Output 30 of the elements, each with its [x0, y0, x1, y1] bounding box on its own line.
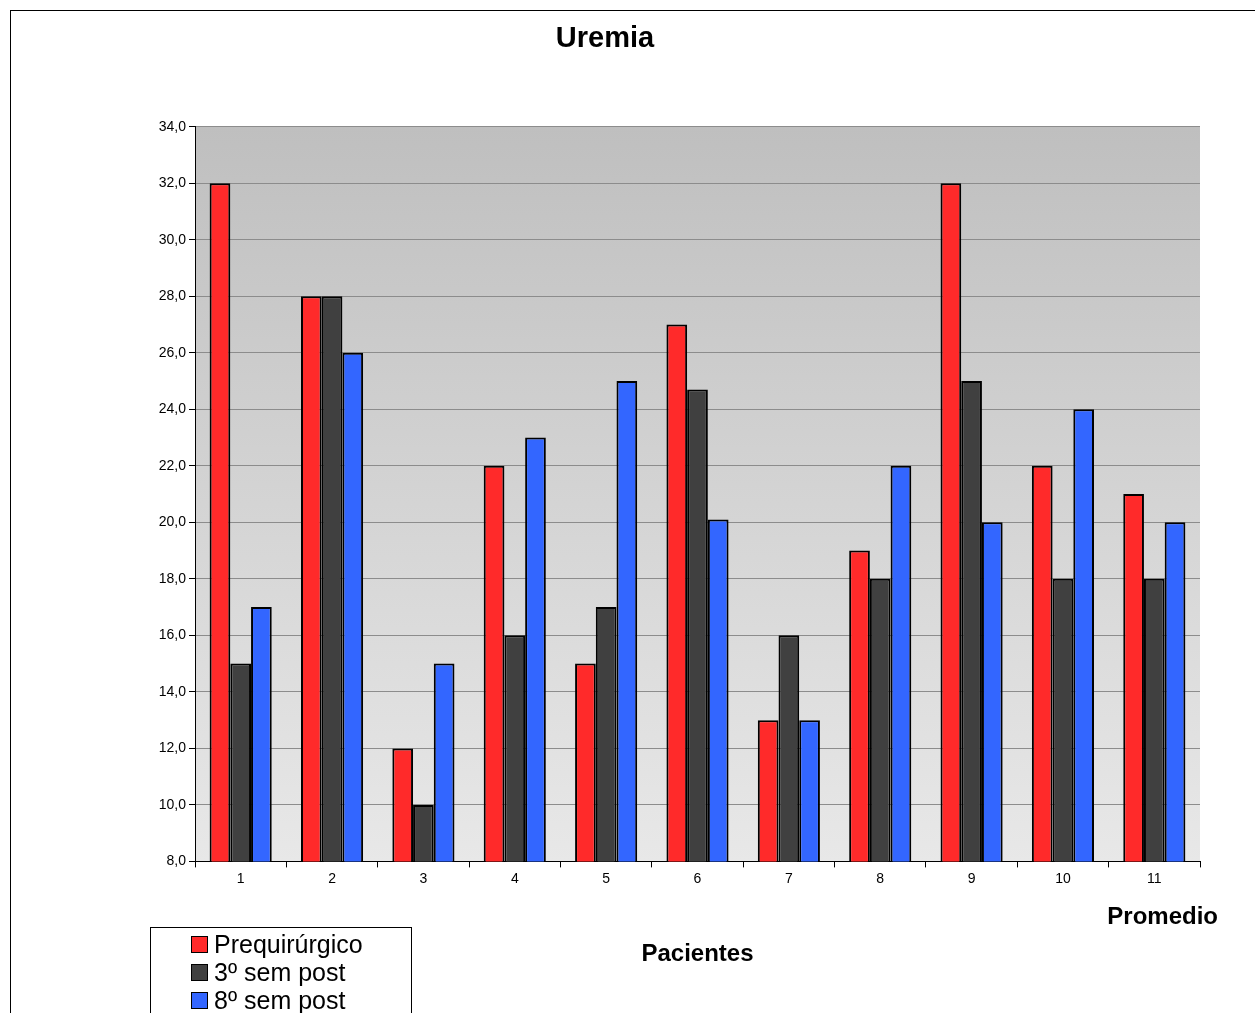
x-tick-label: 1 — [236, 869, 245, 886]
x-tick-label: 7 — [784, 869, 793, 886]
x-tick-label: 8 — [876, 869, 885, 886]
x-tick-label: 3 — [419, 869, 428, 886]
y-tick-label: 30,0 — [158, 230, 187, 247]
x-axis-title: Pacientes — [641, 939, 754, 967]
y-tick-label: 28,0 — [158, 287, 187, 304]
y-tick-label: 34,0 — [158, 117, 187, 134]
y-tick-label: 12,0 — [158, 739, 187, 756]
y-tick-label: 10,0 — [158, 795, 187, 812]
y-tick-label: 16,0 — [158, 626, 187, 643]
text: Promedio — [1107, 902, 1218, 930]
x-tick-label: 10 — [1055, 869, 1071, 886]
y-tick-label: 20,0 — [158, 513, 187, 530]
legend-label: 3º sem post — [214, 958, 346, 986]
y-tick-label: 8,0 — [166, 852, 187, 869]
y-tick-label: 32,0 — [158, 174, 187, 191]
series-label: Prequirúrgico — [214, 930, 363, 958]
x-tick-label: 6 — [693, 869, 702, 886]
x-tick-label: 2 — [328, 869, 337, 886]
y-tick-label: 22,0 — [158, 456, 187, 473]
chart-title: Uremia — [555, 21, 656, 54]
y-tick-label: 14,0 — [158, 682, 187, 699]
x-tick-label: 4 — [510, 869, 519, 886]
x-tick-label: 11 — [1147, 869, 1162, 886]
y-tick-label: 18,0 — [158, 569, 187, 586]
x-tick-label: 9 — [967, 869, 976, 886]
y-tick-label: 24,0 — [158, 400, 187, 417]
y-tick-label: 26,0 — [158, 343, 187, 360]
x-tick-label: 5 — [602, 869, 611, 886]
